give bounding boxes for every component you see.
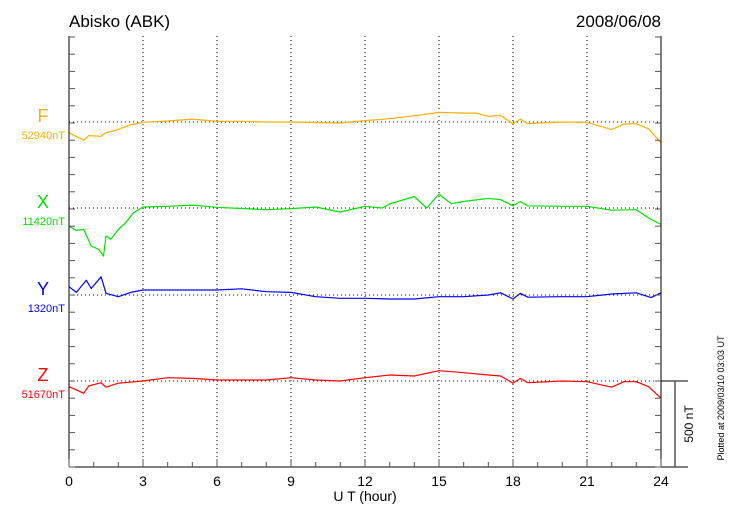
x-tick-label: 0 xyxy=(65,473,73,489)
chart-date: 2008/06/08 xyxy=(576,12,661,31)
x-tick-label: 21 xyxy=(579,473,595,489)
series-y-name: Y xyxy=(37,279,49,299)
series-z-name: Z xyxy=(38,365,49,385)
series-x-name: X xyxy=(37,192,49,212)
series-f-name: F xyxy=(38,106,49,126)
plotted-note: Plotted at 2009/03/10 03:03 UT xyxy=(716,335,726,461)
x-tick-label: 18 xyxy=(505,473,521,489)
series-z-line xyxy=(68,370,662,399)
series-z-baseline-value: 51670nT xyxy=(22,389,66,401)
x-tick-label: 12 xyxy=(357,473,373,489)
x-axis-label: U T (hour) xyxy=(333,488,396,504)
x-tick-label: 15 xyxy=(431,473,447,489)
x-tick-labels: 0 3 6 9 12 15 18 21 24 xyxy=(65,473,669,489)
series-y-baseline-value: 1320nT xyxy=(28,303,66,315)
chart-title: Abisko (ABK) xyxy=(69,12,170,31)
x-tick-label: 3 xyxy=(139,473,147,489)
series-x-line xyxy=(68,193,662,257)
scale-bar-label: 500 nT xyxy=(682,405,696,443)
series-f-baseline-value: 52940nT xyxy=(22,130,66,142)
axes xyxy=(68,36,688,468)
series-labels: F 52940nT X 11420nT Y 1320nT Z 51670nT xyxy=(22,106,66,401)
x-tick-label: 9 xyxy=(287,473,295,489)
traces xyxy=(68,111,662,399)
x-tick-label: 24 xyxy=(653,473,669,489)
series-y-line xyxy=(68,276,662,300)
x-tick-label: 6 xyxy=(213,473,221,489)
series-f-line xyxy=(68,111,662,144)
series-x-baseline-value: 11420nT xyxy=(22,216,65,228)
grid xyxy=(69,36,661,467)
